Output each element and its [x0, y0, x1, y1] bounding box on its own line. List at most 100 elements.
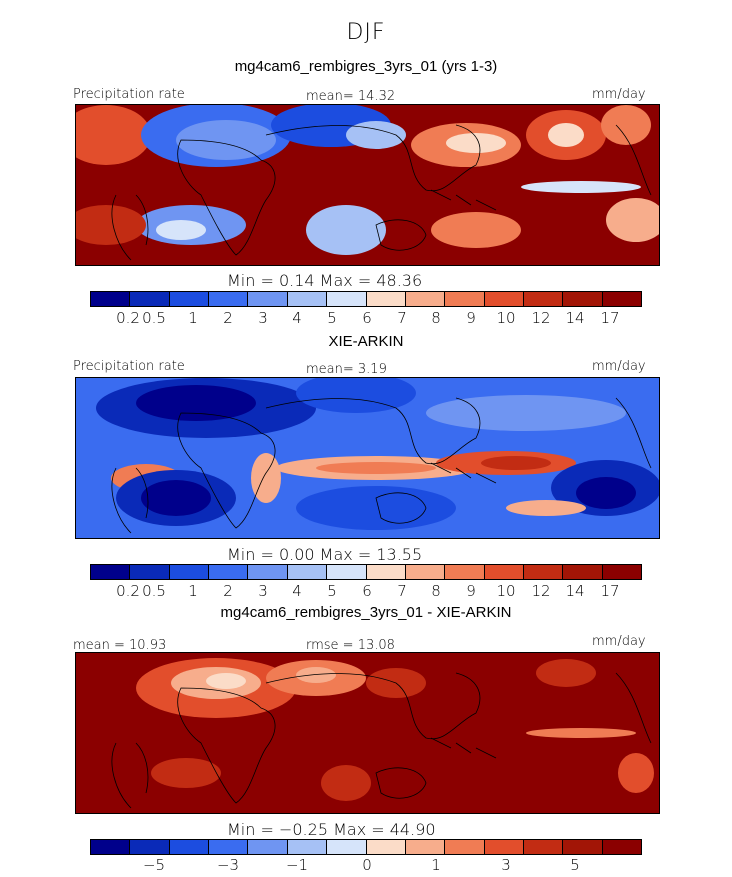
colorbar-swatch — [248, 840, 288, 854]
panel3-minmax: Min = −0.25 Max = 44.90 — [227, 820, 436, 839]
colorbar-tick: 1 — [188, 309, 198, 327]
colorbar-swatch — [169, 565, 210, 579]
colorbar-tick: 3 — [501, 856, 511, 874]
colorbar-tick: 9 — [466, 309, 476, 327]
colorbar-swatch — [366, 565, 406, 579]
colorbar-swatch — [287, 840, 328, 854]
colorbar-tick: 3 — [258, 582, 268, 600]
colorbar-tick: 12 — [531, 582, 551, 600]
colorbar-swatch — [602, 840, 642, 854]
colorbar-swatch — [563, 292, 603, 306]
colorbar-swatch — [602, 565, 642, 579]
colorbar-swatch — [248, 565, 288, 579]
colorbar-tick: 0.5 — [142, 309, 166, 327]
colorbar-tick: −1 — [285, 856, 309, 874]
panel3-rmse-label: rmse = 13.08 — [306, 638, 395, 653]
colorbar-swatch — [563, 840, 603, 854]
colorbar-swatch — [130, 292, 170, 306]
colorbar-tick: 10 — [496, 582, 516, 600]
colorbar-swatch — [209, 840, 249, 854]
colorbar-swatch — [523, 840, 564, 854]
colorbar-swatch — [484, 292, 524, 306]
colorbar-tick: 0.2 — [116, 309, 140, 327]
panel2-title: XIE-ARKIN — [328, 333, 404, 350]
panel1-variable-label: Precipitation rate — [73, 87, 185, 102]
panel3-colorbar — [90, 839, 642, 855]
colorbar-tick: 0.5 — [142, 582, 166, 600]
colorbar-swatch — [91, 565, 131, 579]
colorbar-swatch — [405, 565, 446, 579]
colorbar-tick: 14 — [565, 582, 585, 600]
panel2-colorbar — [90, 564, 642, 580]
colorbar-tick: 0 — [362, 856, 372, 874]
colorbar-swatch — [523, 565, 564, 579]
colorbar-swatch — [209, 292, 249, 306]
colorbar-tick: 17 — [600, 309, 620, 327]
colorbar-swatch — [169, 292, 210, 306]
colorbar-swatch — [405, 292, 446, 306]
colorbar-swatch — [169, 840, 210, 854]
colorbar-swatch — [445, 565, 485, 579]
panel1-colorbar-ticks: 0.2 0.5 1 2 3 4 5 6 7 8 9 10 12 14 17 — [0, 309, 732, 329]
colorbar-tick: 10 — [496, 309, 516, 327]
panel2-variable-label: Precipitation rate — [73, 359, 185, 374]
panel2-units-label: mm/day — [592, 359, 646, 374]
colorbar-swatch — [327, 292, 367, 306]
panel3-title: mg4cam6_rembigres_3yrs_01 - XIE-ARKIN — [220, 604, 512, 621]
colorbar-tick: −3 — [216, 856, 240, 874]
panel3-mean-label: mean = 10.93 — [73, 638, 167, 653]
colorbar-tick: 2 — [223, 309, 233, 327]
colorbar-swatch — [130, 840, 170, 854]
colorbar-tick: 7 — [397, 309, 407, 327]
colorbar-swatch — [287, 292, 328, 306]
colorbar-tick: 5 — [570, 856, 580, 874]
colorbar-swatch — [484, 840, 524, 854]
colorbar-swatch — [91, 292, 131, 306]
colorbar-tick: 7 — [397, 582, 407, 600]
colorbar-tick: 1 — [431, 856, 441, 874]
colorbar-swatch — [445, 840, 485, 854]
colorbar-swatch — [130, 565, 170, 579]
colorbar-tick: 1 — [188, 582, 198, 600]
panel1-mean-label: mean= 14.32 — [306, 89, 396, 104]
colorbar-swatch — [366, 840, 406, 854]
colorbar-swatch — [287, 565, 328, 579]
panel2-colorbar-ticks: 0.2 0.5 1 2 3 4 5 6 7 8 9 10 12 14 17 — [0, 582, 732, 602]
panel2-map — [75, 377, 660, 539]
panel2-minmax: Min = 0.00 Max = 13.55 — [227, 545, 423, 564]
colorbar-tick: 6 — [362, 309, 372, 327]
season-title: DJF — [346, 20, 386, 45]
colorbar-swatch — [327, 565, 367, 579]
colorbar-swatch — [91, 840, 131, 854]
panel1-title: mg4cam6_rembigres_3yrs_01 (yrs 1-3) — [234, 58, 498, 75]
panel3-map — [75, 652, 660, 814]
panel1-units-label: mm/day — [592, 87, 646, 102]
colorbar-tick: 2 — [223, 582, 233, 600]
colorbar-tick: 17 — [600, 582, 620, 600]
colorbar-tick: 14 — [565, 309, 585, 327]
panel2-mean-label: mean= 3.19 — [306, 362, 387, 377]
colorbar-swatch — [405, 840, 446, 854]
colorbar-tick: 8 — [431, 309, 441, 327]
panel1-minmax: Min = 0.14 Max = 48.36 — [227, 271, 423, 290]
colorbar-tick: 3 — [258, 309, 268, 327]
colorbar-tick: 4 — [292, 309, 302, 327]
panel1-map — [75, 104, 660, 266]
colorbar-tick: 8 — [431, 582, 441, 600]
colorbar-tick: 0.2 — [116, 582, 140, 600]
colorbar-swatch — [523, 292, 564, 306]
colorbar-swatch — [602, 292, 642, 306]
colorbar-tick: 4 — [292, 582, 302, 600]
colorbar-tick: 6 — [362, 582, 372, 600]
panel1-colorbar — [90, 291, 642, 307]
colorbar-swatch — [209, 565, 249, 579]
colorbar-swatch — [563, 565, 603, 579]
colorbar-swatch — [366, 292, 406, 306]
colorbar-tick: 9 — [466, 582, 476, 600]
colorbar-swatch — [445, 292, 485, 306]
colorbar-swatch — [248, 292, 288, 306]
colorbar-swatch — [484, 565, 524, 579]
panel3-colorbar-ticks: −5 −3 −1 0 1 3 5 — [0, 856, 732, 876]
colorbar-tick: −5 — [142, 856, 166, 874]
colorbar-tick: 5 — [327, 582, 337, 600]
